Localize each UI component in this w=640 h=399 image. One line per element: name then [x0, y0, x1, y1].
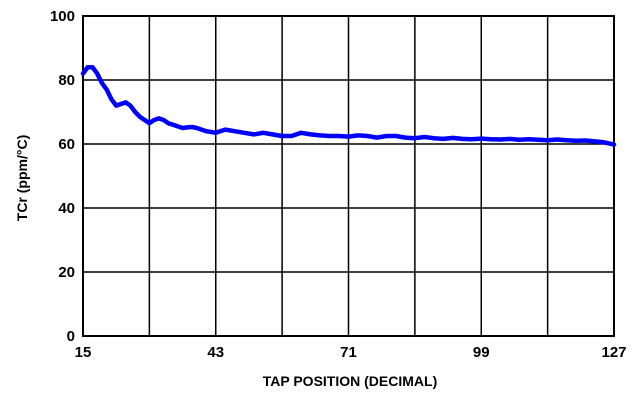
x-tick-labels: 15 43 71 99 127 — [75, 344, 627, 361]
y-tick-label: 100 — [50, 8, 75, 25]
y-axis-label: TCr (ppm/°C) — [14, 135, 30, 221]
plot-frame — [82, 15, 615, 337]
y-tick-label: 0 — [67, 328, 75, 345]
x-tick-label: 43 — [207, 344, 224, 361]
x-axis-label: TAP POSITION (DECIMAL) — [263, 373, 437, 389]
series-group — [80, 64, 617, 147]
y-tick-label: 20 — [58, 264, 75, 281]
y-tick-label: 40 — [58, 200, 75, 217]
x-tick-label: 71 — [340, 344, 357, 361]
y-tick-labels: 0 20 40 60 80 100 — [50, 8, 75, 345]
series-line — [80, 64, 617, 147]
x-tick-label: 15 — [75, 344, 92, 361]
y-tick-label: 80 — [58, 72, 75, 89]
plot-border — [82, 15, 615, 337]
y-tick-label: 60 — [58, 136, 75, 153]
grid — [83, 16, 614, 336]
x-tick-label: 127 — [601, 344, 626, 361]
x-tick-label: 99 — [473, 344, 490, 361]
